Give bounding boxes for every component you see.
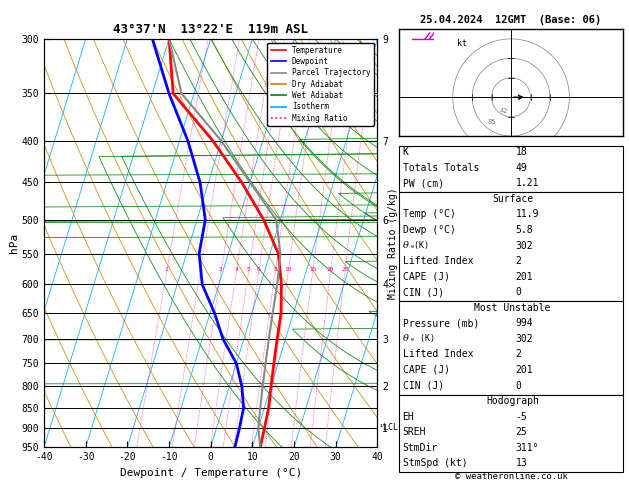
Text: 1: 1 bbox=[165, 267, 169, 272]
Text: 25.04.2024  12GMT  (Base: 06): 25.04.2024 12GMT (Base: 06) bbox=[420, 15, 602, 25]
Text: CIN (J): CIN (J) bbox=[403, 287, 443, 297]
Text: 5: 5 bbox=[247, 267, 250, 272]
Text: © weatheronline.co.uk: © weatheronline.co.uk bbox=[455, 472, 567, 481]
Y-axis label: km
ASL: km ASL bbox=[404, 243, 422, 264]
Text: Temp (°C): Temp (°C) bbox=[403, 209, 455, 220]
Text: Hodograph: Hodograph bbox=[486, 396, 539, 406]
Text: 2: 2 bbox=[516, 349, 521, 360]
Text: Lifted Index: Lifted Index bbox=[403, 349, 473, 360]
Text: Totals Totals: Totals Totals bbox=[403, 163, 479, 173]
Text: 25: 25 bbox=[341, 267, 348, 272]
Text: Pressure (mb): Pressure (mb) bbox=[403, 318, 479, 329]
Text: 311°: 311° bbox=[516, 443, 539, 453]
Text: 42: 42 bbox=[499, 108, 508, 114]
Text: 5.8: 5.8 bbox=[516, 225, 533, 235]
Text: 2: 2 bbox=[198, 267, 202, 272]
Text: 10: 10 bbox=[284, 267, 292, 272]
X-axis label: Dewpoint / Temperature (°C): Dewpoint / Temperature (°C) bbox=[120, 468, 302, 478]
Text: -5: -5 bbox=[516, 412, 528, 422]
Text: 8: 8 bbox=[273, 267, 277, 272]
Text: 49: 49 bbox=[516, 163, 528, 173]
Text: 20: 20 bbox=[327, 267, 334, 272]
Text: StmSpd (kt): StmSpd (kt) bbox=[403, 458, 467, 469]
Text: CAPE (J): CAPE (J) bbox=[403, 272, 450, 282]
Text: 6: 6 bbox=[257, 267, 260, 272]
Text: ₑ(K): ₑ(K) bbox=[410, 241, 430, 250]
Text: 201: 201 bbox=[516, 365, 533, 375]
Text: 4: 4 bbox=[235, 267, 238, 272]
Y-axis label: hPa: hPa bbox=[9, 233, 19, 253]
Title: 43°37'N  13°22'E  119m ASL: 43°37'N 13°22'E 119m ASL bbox=[113, 23, 308, 36]
Text: 2: 2 bbox=[516, 256, 521, 266]
Text: kt: kt bbox=[457, 39, 467, 48]
Text: 18: 18 bbox=[516, 147, 528, 157]
Text: EH: EH bbox=[403, 412, 415, 422]
Text: CAPE (J): CAPE (J) bbox=[403, 365, 450, 375]
Text: StmDir: StmDir bbox=[403, 443, 438, 453]
Text: Lifted Index: Lifted Index bbox=[403, 256, 473, 266]
Text: 302: 302 bbox=[516, 334, 533, 344]
Text: 302: 302 bbox=[516, 241, 533, 251]
Legend: Temperature, Dewpoint, Parcel Trajectory, Dry Adiabat, Wet Adiabat, Isotherm, Mi: Temperature, Dewpoint, Parcel Trajectory… bbox=[267, 43, 374, 125]
Text: 85: 85 bbox=[487, 120, 496, 125]
Text: 1.21: 1.21 bbox=[516, 178, 539, 189]
Text: Dewp (°C): Dewp (°C) bbox=[403, 225, 455, 235]
Text: 13: 13 bbox=[516, 458, 528, 469]
Text: θ: θ bbox=[403, 241, 408, 250]
Text: θ: θ bbox=[403, 334, 408, 343]
Text: 201: 201 bbox=[516, 272, 533, 282]
Text: 0: 0 bbox=[516, 381, 521, 391]
Text: 3: 3 bbox=[219, 267, 223, 272]
Text: 25: 25 bbox=[516, 427, 528, 437]
Text: ¹LCL: ¹LCL bbox=[379, 423, 399, 433]
Text: SREH: SREH bbox=[403, 427, 426, 437]
Text: 15: 15 bbox=[309, 267, 316, 272]
Text: 11.9: 11.9 bbox=[516, 209, 539, 220]
Text: Mixing Ratio (g/kg): Mixing Ratio (g/kg) bbox=[388, 187, 398, 299]
Text: ₑ (K): ₑ (K) bbox=[410, 334, 435, 343]
Text: CIN (J): CIN (J) bbox=[403, 381, 443, 391]
Text: PW (cm): PW (cm) bbox=[403, 178, 443, 189]
Text: K: K bbox=[403, 147, 408, 157]
Text: 994: 994 bbox=[516, 318, 533, 329]
Text: 0: 0 bbox=[516, 287, 521, 297]
Text: Most Unstable: Most Unstable bbox=[474, 303, 551, 313]
Text: Surface: Surface bbox=[492, 194, 533, 204]
